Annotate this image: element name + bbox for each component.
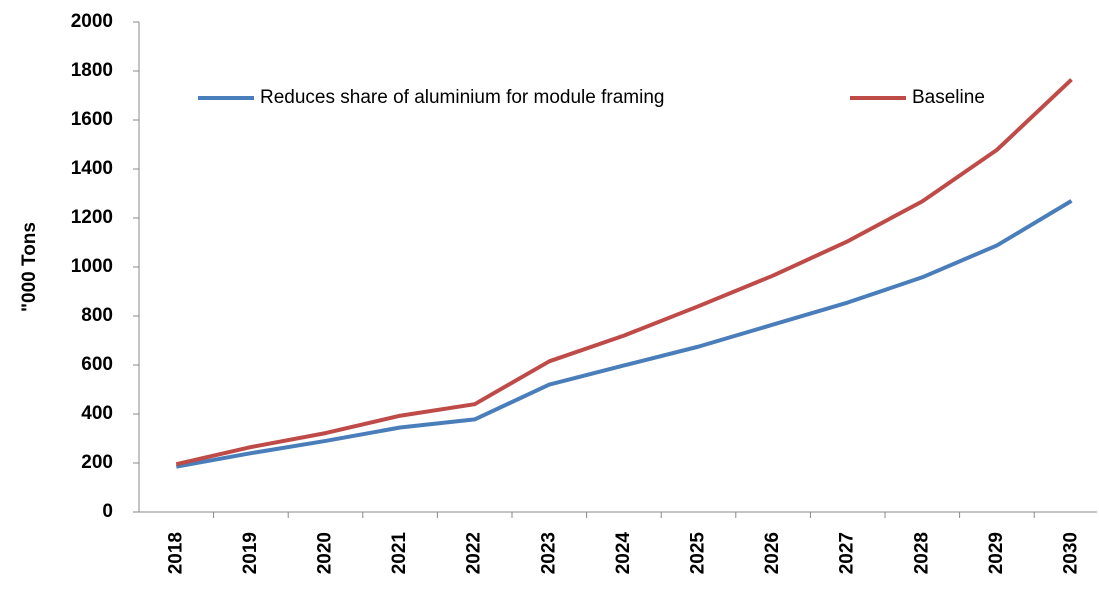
y-tick-label: 200 (81, 452, 113, 473)
y-tick-label: 0 (102, 501, 113, 522)
x-tick-label: 2018 (165, 532, 186, 574)
x-tick-label: 2019 (240, 532, 261, 574)
x-tick-label: 2021 (389, 532, 410, 575)
y-tick-label: 400 (81, 403, 113, 424)
y-tick-label: 2000 (71, 11, 113, 32)
x-tick-label: 2025 (688, 532, 709, 575)
x-tick-label: 2026 (762, 532, 783, 574)
x-tick-label: 2023 (538, 532, 559, 574)
legend-label: Reduces share of aluminium for module fr… (260, 87, 664, 108)
y-tick-label: 1600 (71, 109, 113, 130)
legend-label: Baseline (912, 87, 985, 108)
x-tick-label: 2028 (911, 532, 932, 574)
y-tick-label: 1200 (71, 207, 113, 228)
x-tick-label: 2020 (315, 532, 336, 574)
line-series (175, 78, 1073, 467)
x-tick-label: 2027 (837, 532, 858, 574)
y-tick-label: 800 (81, 305, 113, 326)
x-tick-label: 2022 (464, 532, 485, 574)
y-tick-label: 600 (81, 354, 113, 375)
x-tick-label: 2030 (1061, 532, 1082, 574)
x-tick-label: 2024 (613, 532, 634, 575)
y-tick-label: 1400 (71, 158, 113, 179)
y-tick-label: 1000 (71, 256, 113, 277)
line-series (175, 199, 1073, 469)
y-tick-label: 1800 (71, 60, 113, 81)
x-tick-label: 2029 (986, 532, 1007, 574)
y-axis-label: "000 Tons (19, 222, 40, 312)
